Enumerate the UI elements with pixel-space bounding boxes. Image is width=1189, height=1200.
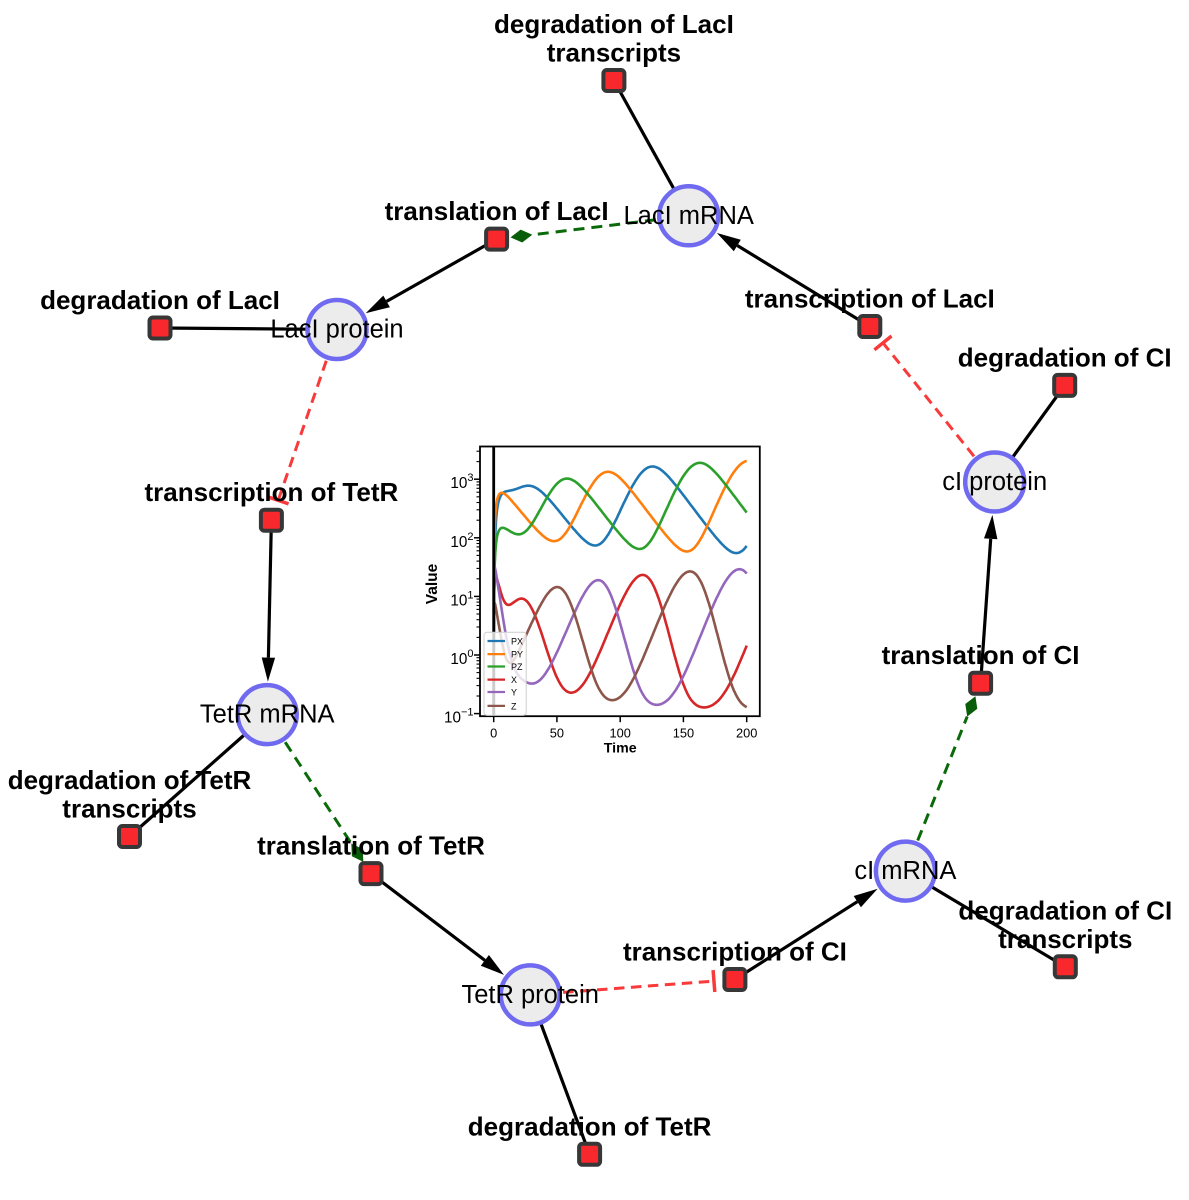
svg-text:Z: Z <box>511 701 517 711</box>
svg-text:translation of CI: translation of CI <box>882 640 1080 670</box>
svg-text:100: 100 <box>610 726 631 741</box>
svg-text:transcripts: transcripts <box>62 794 196 824</box>
svg-text:degradation of TetR: degradation of TetR <box>468 1111 712 1141</box>
svg-text:LacI protein: LacI protein <box>270 316 403 344</box>
svg-text:degradation of CI: degradation of CI <box>958 895 1172 925</box>
svg-text:Value: Value <box>424 563 441 604</box>
svg-text:translation of TetR: translation of TetR <box>257 831 485 861</box>
svg-text:transcription of CI: transcription of CI <box>623 937 847 967</box>
svg-text:degradation of LacI: degradation of LacI <box>40 285 280 315</box>
svg-text:103: 103 <box>450 472 473 492</box>
svg-text:PZ: PZ <box>511 662 523 672</box>
svg-text:transcripts: transcripts <box>547 38 681 68</box>
svg-text:TetR protein: TetR protein <box>461 981 599 1009</box>
svg-text:Time: Time <box>604 741 637 757</box>
svg-text:transcription of TetR: transcription of TetR <box>145 477 399 507</box>
svg-text:translation of LacI: translation of LacI <box>385 196 609 226</box>
svg-text:LacI mRNA: LacI mRNA <box>624 202 754 230</box>
svg-text:200: 200 <box>736 726 757 741</box>
svg-text:50: 50 <box>550 726 564 741</box>
svg-text:X: X <box>511 675 517 685</box>
svg-text:PX: PX <box>511 636 523 646</box>
svg-text:degradation of LacI: degradation of LacI <box>494 9 734 39</box>
svg-text:transcription of LacI: transcription of LacI <box>745 284 995 314</box>
svg-text:102: 102 <box>450 531 473 551</box>
svg-text:0: 0 <box>490 726 497 741</box>
svg-text:101: 101 <box>450 589 473 609</box>
svg-text:TetR mRNA: TetR mRNA <box>200 701 335 729</box>
svg-text:degradation of CI: degradation of CI <box>958 342 1172 372</box>
svg-text:Y: Y <box>511 687 517 697</box>
svg-text:degradation of TetR: degradation of TetR <box>8 765 252 795</box>
svg-text:transcripts: transcripts <box>998 924 1132 954</box>
svg-text:150: 150 <box>673 726 694 741</box>
svg-text:10−1: 10−1 <box>444 707 474 727</box>
svg-text:PY: PY <box>511 650 523 660</box>
svg-text:cI protein: cI protein <box>942 468 1047 496</box>
svg-text:100: 100 <box>450 648 473 668</box>
svg-text:cI mRNA: cI mRNA <box>854 857 956 885</box>
